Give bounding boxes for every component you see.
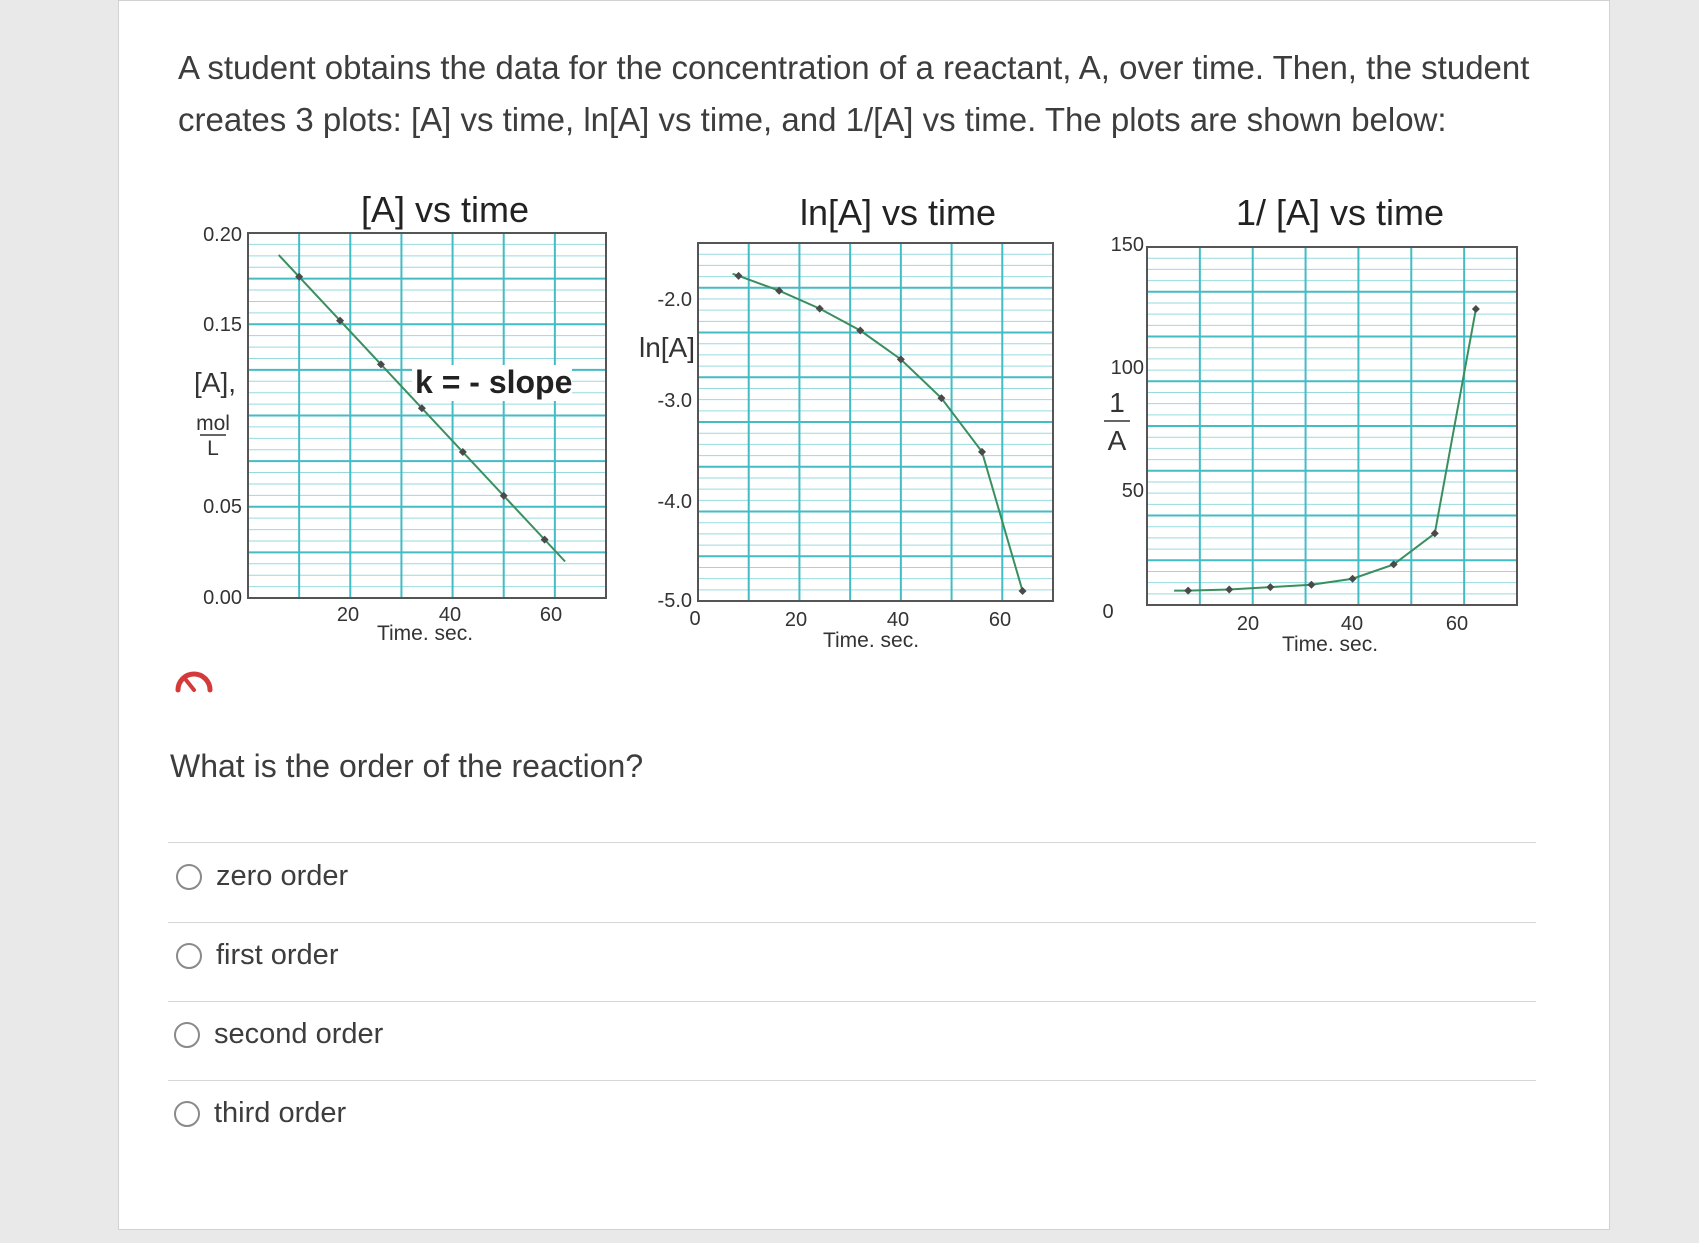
chart-a-vs-time: [A] vs time 0.20 0.15 0.05 0.00 [A], mol… (194, 189, 607, 645)
option-first-order[interactable]: first order (176, 939, 338, 972)
x-tick-label: 20 (785, 609, 807, 631)
y-axis-label: [A], (194, 367, 236, 398)
divider (168, 922, 1536, 923)
slope-annotation: k = - slope (415, 364, 572, 400)
radio-button[interactable] (176, 942, 202, 969)
data-point (499, 491, 508, 500)
chart-ln-a-vs-time: ln[A] vs time -2.0 ln[A] -3.0 -4.0 -5.0 … (639, 192, 1054, 652)
data-point (1307, 580, 1316, 589)
y-tick-label: 0.05 (203, 496, 242, 518)
plot-frame (697, 242, 1054, 602)
x-axis-label: Time. sec. (377, 622, 473, 645)
data-point (458, 448, 467, 456)
data-point (376, 360, 385, 369)
x-tick-label: 60 (989, 609, 1011, 631)
y-axis-label-numerator: 1 (1109, 387, 1125, 418)
plot-ln-concentration-vs-time: ln[A] vs time -2.0 ln[A] -3.0 -4.0 -5.0 … (615, 185, 1065, 655)
option-zero-order[interactable]: zero order (176, 860, 348, 893)
x-axis-label: Time. sec. (1282, 633, 1378, 656)
series-line (1174, 308, 1477, 592)
data-point (775, 286, 784, 295)
data-point (1471, 305, 1480, 314)
chart-title: 1/ [A] vs time (1236, 192, 1444, 233)
y-tick-label: 0.15 (203, 314, 242, 336)
x-tick-label: 60 (540, 604, 562, 626)
divider (168, 1080, 1536, 1081)
x-tick-label: 40 (439, 604, 461, 626)
data-point (815, 304, 824, 313)
option-label: first order (216, 939, 339, 971)
y-tick-label: 150 (1111, 234, 1144, 256)
data-point (1225, 585, 1234, 594)
x-tick-label: 0 (689, 608, 700, 630)
y-axis-unit-numerator: mol (196, 412, 230, 435)
y-axis-unit-denominator: L (207, 437, 219, 460)
radio-button[interactable] (174, 1100, 200, 1127)
data-point (540, 535, 549, 544)
y-axis-label-denominator: A (1108, 425, 1127, 456)
divider (168, 842, 1536, 843)
option-second-order[interactable]: second order (174, 1018, 383, 1051)
data-point (1266, 583, 1275, 592)
data-point (295, 272, 304, 281)
y-tick-label: -5.0 (658, 590, 692, 612)
data-point (1348, 574, 1357, 583)
x-tick-label: 40 (887, 609, 909, 631)
y-tick-label: 50 (1122, 480, 1144, 502)
data-point (417, 404, 426, 413)
plot-reciprocal-concentration-vs-time: 1/ [A] vs time 150 100 1 A 50 0 20 40 60… (1080, 185, 1530, 665)
data-point (856, 326, 865, 335)
plot-frame (247, 232, 607, 599)
x-tick-label: 20 (1237, 613, 1259, 635)
chart-title: [A] vs time (361, 189, 529, 230)
option-label: third order (214, 1097, 347, 1129)
plot-frame (1146, 246, 1518, 606)
option-label: second order (214, 1018, 384, 1050)
chart-title: ln[A] vs time (800, 192, 996, 233)
x-tick-label: 20 (337, 604, 359, 626)
question-prompt: What is the order of the reaction? (170, 748, 644, 784)
y-tick-label: -3.0 (658, 390, 692, 412)
y-tick-label: -4.0 (658, 491, 692, 513)
x-tick-label: 60 (1446, 613, 1468, 635)
question-card (118, 0, 1610, 1230)
option-label: zero order (216, 860, 349, 892)
data-point (1184, 586, 1193, 595)
y-axis-label: ln[A] (639, 332, 695, 363)
y-tick-label: -2.0 (658, 289, 692, 311)
data-point (1430, 529, 1439, 538)
gauge-icon[interactable] (172, 666, 216, 696)
x-tick-label: 40 (1341, 613, 1363, 635)
data-point (937, 394, 946, 403)
data-point (978, 447, 986, 456)
chart-reciprocal-a-vs-time: 1/ [A] vs time 150 100 1 A 50 0 20 40 60… (1102, 192, 1518, 656)
y-tick-label: 0.00 (203, 587, 242, 609)
data-point (734, 271, 743, 280)
radio-button[interactable] (176, 863, 202, 890)
data-point (336, 316, 345, 325)
question-text: A student obtains the data for the conce… (178, 49, 1530, 138)
radio-button[interactable] (174, 1021, 200, 1048)
data-point (1018, 587, 1027, 596)
data-point (1389, 560, 1398, 569)
x-axis-label: Time. sec. (823, 629, 919, 652)
y-tick-label: 0 (1102, 601, 1113, 623)
option-third-order[interactable]: third order (174, 1097, 346, 1130)
y-tick-label: 100 (1111, 357, 1144, 379)
annotation-bg (412, 365, 572, 401)
y-tick-label: 0.20 (203, 224, 242, 246)
data-point (896, 355, 905, 364)
divider (168, 1001, 1536, 1002)
plot-concentration-vs-time: [A] vs time 0.20 0.15 0.05 0.00 [A], mol… (180, 180, 620, 650)
